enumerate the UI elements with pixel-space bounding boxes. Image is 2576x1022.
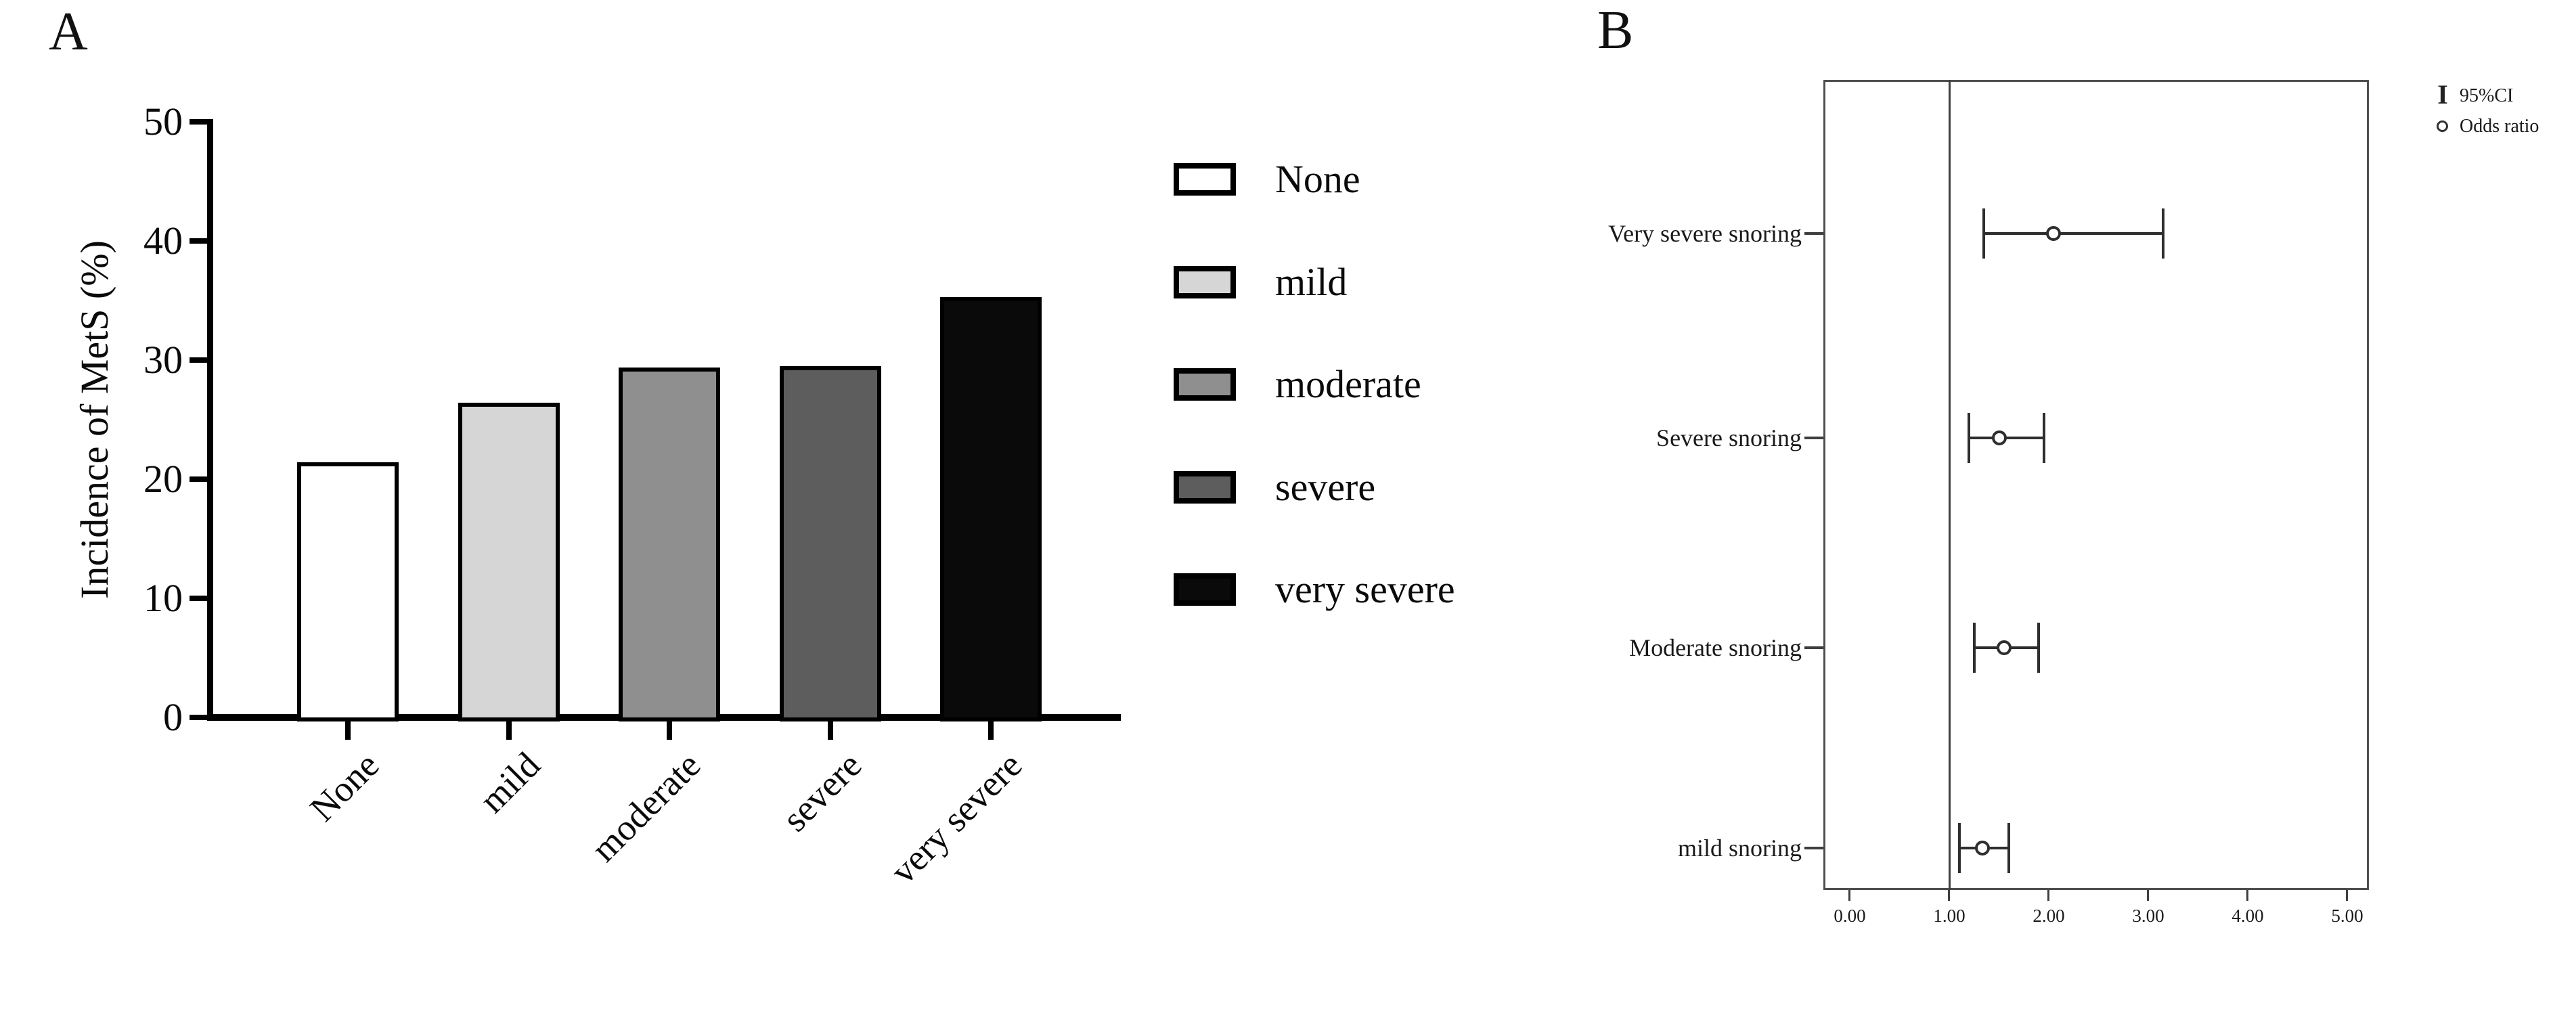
panel-a-letter: A bbox=[49, 2, 88, 62]
row-axis-tick bbox=[1804, 437, 1823, 439]
forest-plot-legend: I 95%CI Odds ratio bbox=[2437, 79, 2539, 137]
figure-root: A Incidence of MetS (%) 0 10 20 30 40 50 None m… bbox=[49, 0, 2576, 935]
row-label: Moderate snoring bbox=[1629, 634, 1802, 661]
ci-cap-high bbox=[2042, 413, 2045, 463]
x-axis-tick-label: 0.00 bbox=[1834, 906, 1866, 926]
ci-line bbox=[1984, 232, 2164, 235]
x-axis-tick-label: 1.00 bbox=[1933, 906, 1966, 926]
bar-moderate bbox=[619, 367, 720, 721]
y-axis-tick-label: 50 bbox=[143, 99, 183, 143]
bar-None bbox=[297, 462, 399, 721]
legend-item-label: very severe bbox=[1275, 567, 1455, 611]
y-axis-tick bbox=[190, 119, 207, 125]
y-axis-tick-label: 20 bbox=[143, 457, 183, 501]
plot-frame bbox=[1823, 80, 2369, 890]
row-label: Severe snoring bbox=[1656, 424, 1802, 451]
legend-item-label: severe bbox=[1275, 464, 1376, 509]
x-axis-tick-label: 3.00 bbox=[2132, 906, 2164, 926]
panel-b-letter: B bbox=[1597, 1, 1634, 60]
row-label: Very severe snoring bbox=[1608, 220, 1802, 247]
x-axis-tick bbox=[506, 719, 512, 740]
legend-item: mild bbox=[1174, 255, 1553, 309]
legend-swatch bbox=[1174, 470, 1236, 504]
x-axis-tick bbox=[667, 719, 672, 740]
legend-item: moderate bbox=[1174, 357, 1553, 412]
legend-item-label: moderate bbox=[1275, 362, 1421, 406]
ci-legend-icon: I bbox=[2437, 79, 2448, 110]
bar-chart-panel: A Incidence of MetS (%) 0 10 20 30 40 50 None m… bbox=[49, 2, 1553, 891]
legend-item: severe bbox=[1174, 460, 1553, 514]
legend-swatch bbox=[1174, 163, 1236, 196]
legend-item-label: None bbox=[1275, 157, 1360, 201]
legend-item: very severe bbox=[1174, 562, 1553, 617]
row-axis-tick bbox=[1804, 232, 1823, 235]
y-axis-line bbox=[207, 119, 213, 721]
odds-ratio-marker bbox=[1991, 430, 2007, 445]
odds-ratio-marker bbox=[1974, 841, 1990, 856]
y-axis-tick bbox=[190, 476, 207, 482]
row-axis-tick bbox=[1804, 646, 1823, 649]
row-label: mild snoring bbox=[1677, 835, 1802, 862]
x-axis-tick-label: 4.00 bbox=[2231, 906, 2264, 926]
bar-mild bbox=[458, 403, 560, 721]
ci-cap-high bbox=[2007, 823, 2011, 873]
y-axis-tick bbox=[190, 238, 207, 244]
legend-item: None bbox=[1174, 152, 1553, 206]
bar-chart-plot-area: 0 10 20 30 40 50 None mild moderate severe very se… bbox=[143, 99, 1121, 891]
legend-swatch bbox=[1174, 573, 1236, 606]
x-axis-tick bbox=[1848, 890, 1850, 901]
x-axis-tick-label: 2.00 bbox=[2033, 906, 2065, 926]
x-axis-tick bbox=[2147, 890, 2149, 901]
x-axis-tick bbox=[2047, 890, 2049, 901]
odds-ratio-legend-icon bbox=[2437, 120, 2448, 132]
ci-cap-high bbox=[2162, 208, 2165, 259]
legend-swatch bbox=[1174, 265, 1236, 298]
y-axis-tick-label: 40 bbox=[143, 219, 183, 263]
ci-cap-low bbox=[1957, 823, 1961, 873]
ci-legend-label: 95%CI bbox=[2460, 85, 2514, 106]
row-axis-tick bbox=[1804, 847, 1823, 849]
y-axis-tick bbox=[190, 596, 207, 601]
x-axis-tick bbox=[988, 719, 994, 740]
forest-plot-panel: B Very severe snoring Severe snoring Moder… bbox=[1557, 0, 2576, 935]
odds-ratio-marker bbox=[2046, 226, 2062, 241]
bar-severe bbox=[779, 365, 881, 721]
ci-line bbox=[1969, 437, 2044, 439]
odds-ratio-marker bbox=[1996, 640, 2012, 655]
ci-cap-low bbox=[1968, 413, 1971, 463]
ci-cap-low bbox=[1982, 208, 1986, 259]
y-axis-tick bbox=[190, 715, 207, 720]
odds-ratio-legend-label: Odds ratio bbox=[2460, 116, 2539, 137]
forest-plot-area: Very severe snoring Severe snoring Moderat… bbox=[1608, 80, 2369, 926]
bar-very-severe bbox=[940, 296, 1042, 721]
legend-item-label: mild bbox=[1275, 259, 1348, 304]
x-axis-tick bbox=[827, 719, 833, 740]
ci-cap-low bbox=[1972, 623, 1976, 673]
bar-chart-legend: None mild moderate severe very severe bbox=[1174, 152, 1553, 617]
y-axis-tick-label: 30 bbox=[143, 338, 183, 382]
legend-swatch bbox=[1174, 368, 1236, 401]
reference-line bbox=[1949, 80, 1951, 890]
x-axis-tick bbox=[345, 719, 351, 740]
y-axis-tick-label: 10 bbox=[143, 576, 183, 620]
x-axis-tick bbox=[2246, 890, 2248, 901]
y-axis-tick-label: 0 bbox=[163, 695, 183, 739]
ci-cap-high bbox=[2037, 623, 2041, 673]
x-axis-tick-label: 5.00 bbox=[2331, 906, 2363, 926]
x-axis-tick bbox=[1948, 890, 1950, 901]
y-axis-tick bbox=[190, 357, 207, 363]
x-axis-tick bbox=[2346, 890, 2348, 901]
